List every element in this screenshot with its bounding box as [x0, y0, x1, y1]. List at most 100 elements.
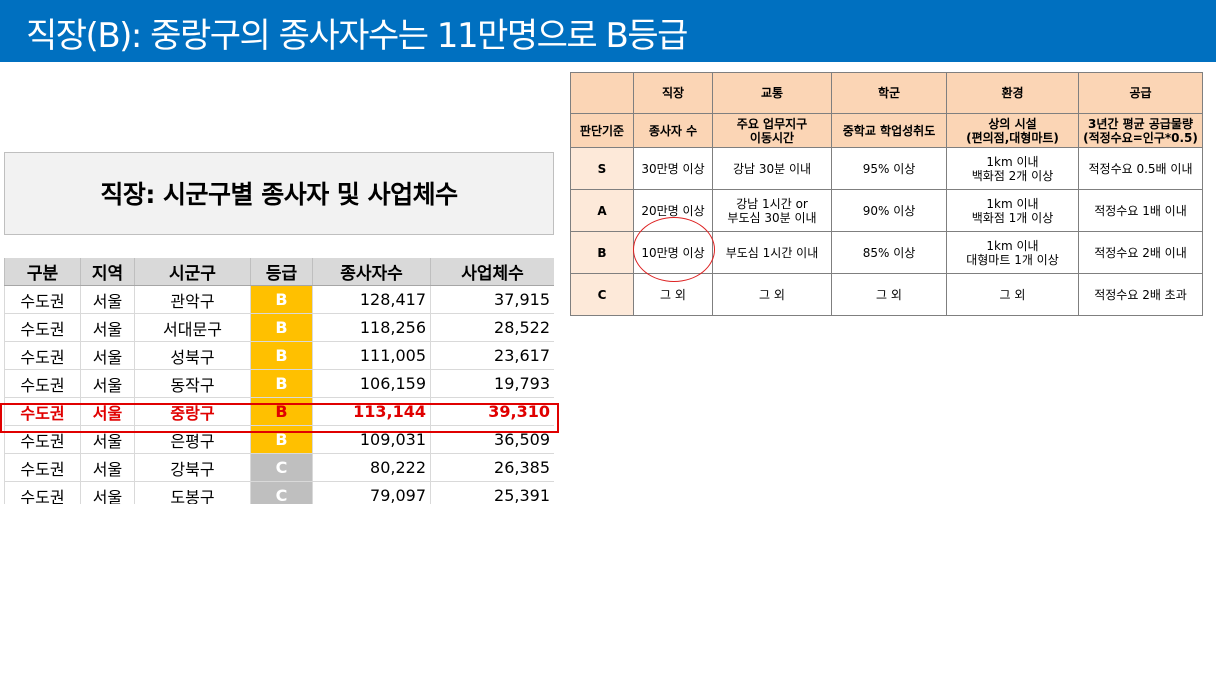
cell-region: 수도권	[4, 397, 81, 426]
cell-grade: C	[250, 453, 313, 482]
category-header: 공급	[1078, 72, 1203, 114]
criteria-value: 적정수요 0.5배 이내	[1078, 147, 1203, 190]
table-row: 수도권 서울 관악구 B 128,417 37,915	[4, 285, 554, 314]
cell-grade: B	[250, 397, 313, 426]
criteria-value: 그 외	[831, 273, 947, 316]
cell-workers: 113,144	[312, 397, 431, 426]
employment-table-title-box: 직장: 시군구별 종사자 및 사업체수	[4, 152, 554, 235]
table-row: 수도권 서울 강북구 C 80,222 26,385	[4, 453, 554, 482]
cell-district: 관악구	[134, 285, 251, 314]
col-header-grade: 등급	[250, 258, 313, 286]
criteria-value: 강남 30분 이내	[712, 147, 832, 190]
cell-businesses: 19,793	[430, 369, 554, 398]
cell-city: 서울	[80, 453, 135, 482]
criteria-category-row: 직장 교통 학군 환경 공급	[570, 72, 1203, 114]
cell-businesses: 26,385	[430, 453, 554, 482]
criteria-value: 1km 이내 백화점 1개 이상	[946, 189, 1079, 232]
cell-businesses: 25,391	[430, 481, 554, 504]
criteria-value: 20만명 이상	[633, 189, 713, 232]
cell-workers: 106,159	[312, 369, 431, 398]
col-header-region: 구분	[4, 258, 81, 286]
criteria-value: 85% 이상	[831, 231, 947, 274]
criteria-label-row: 판단기준 종사자 수 주요 업무지구 이동시간 중학교 학업성취도 상의 시설 …	[570, 113, 1203, 148]
cell-city: 서울	[80, 341, 135, 370]
criteria-label: 판단기준	[570, 113, 634, 148]
cell-grade: B	[250, 285, 313, 314]
employment-table-panel: 직장: 시군구별 종사자 및 사업체수 구분 지역 시군구 등급 종사자수 사업…	[4, 152, 554, 504]
cell-grade: B	[250, 313, 313, 342]
criteria-value: 적정수요 1배 이내	[1078, 189, 1203, 232]
cell-workers: 79,097	[312, 481, 431, 504]
col-header-district: 시군구	[134, 258, 251, 286]
employment-table-title: 직장: 시군구별 종사자 및 사업체수	[100, 180, 458, 209]
criteria-level-row: A 20만명 이상 강남 1시간 or 부도심 30분 이내 90% 이상 1km 이내…	[570, 189, 1203, 232]
table-row: 수도권 서울 서대문구 B 118,256 28,522	[4, 313, 554, 342]
criteria-value: 부도심 1시간 이내	[712, 231, 832, 274]
cell-region: 수도권	[4, 453, 81, 482]
cell-region: 수도권	[4, 369, 81, 398]
criteria-header: 중학교 학업성취도	[831, 113, 947, 148]
criteria-header: 주요 업무지구 이동시간	[712, 113, 832, 148]
level-label: A	[570, 189, 634, 232]
cell-city: 서울	[80, 425, 135, 454]
criteria-value: 그 외	[633, 273, 713, 316]
cell-city: 서울	[80, 369, 135, 398]
level-label: S	[570, 147, 634, 190]
category-header: 직장	[633, 72, 713, 114]
cell-city: 서울	[80, 397, 135, 426]
criteria-value: 적정수요 2배 이내	[1078, 231, 1203, 274]
criteria-level-row: B 10만명 이상 부도심 1시간 이내 85% 이상 1km 이내 대형마트 1개 이…	[570, 231, 1203, 274]
criteria-value: 1km 이내 백화점 2개 이상	[946, 147, 1079, 190]
cell-region: 수도권	[4, 425, 81, 454]
criteria-header: 3년간 평균 공급물량 (적정수요=인구*0.5)	[1078, 113, 1203, 148]
cell-grade: C	[250, 481, 313, 504]
criteria-value: 강남 1시간 or 부도심 30분 이내	[712, 189, 832, 232]
cell-region: 수도권	[4, 285, 81, 314]
criteria-value: 10만명 이상	[633, 231, 713, 274]
table-header-row: 구분 지역 시군구 등급 종사자수 사업체수	[4, 258, 554, 286]
cell-district: 중랑구	[134, 397, 251, 426]
criteria-table: 직장 교통 학군 환경 공급 판단기준 종사자 수 주요 업무지구 이동시간 중…	[570, 72, 1203, 316]
criteria-header: 종사자 수	[633, 113, 713, 148]
cell-city: 서울	[80, 285, 135, 314]
cell-city: 서울	[80, 313, 135, 342]
cell-businesses: 23,617	[430, 341, 554, 370]
col-header-workers: 종사자수	[312, 258, 431, 286]
cell-businesses: 37,915	[430, 285, 554, 314]
criteria-value: 적정수요 2배 초과	[1078, 273, 1203, 316]
level-label: C	[570, 273, 634, 316]
cell-workers: 80,222	[312, 453, 431, 482]
page-title: 직장(B): 중랑구의 종사자수는 11만명으로 B등급	[26, 16, 688, 56]
cell-grade: B	[250, 425, 313, 454]
table-row: 수도권 서울 도봉구 C 79,097 25,391	[4, 481, 554, 504]
cell-district: 은평구	[134, 425, 251, 454]
table-row: 수도권 서울 동작구 B 106,159 19,793	[4, 369, 554, 398]
criteria-value: 30만명 이상	[633, 147, 713, 190]
cell-businesses: 39,310	[430, 397, 554, 426]
cell-grade: B	[250, 341, 313, 370]
table-row: 수도권 서울 성북구 B 111,005 23,617	[4, 341, 554, 370]
category-header: 교통	[712, 72, 832, 114]
cell-businesses: 36,509	[430, 425, 554, 454]
category-header: 학군	[831, 72, 947, 114]
cell-region: 수도권	[4, 313, 81, 342]
criteria-value: 그 외	[712, 273, 832, 316]
cell-businesses: 28,522	[430, 313, 554, 342]
cell-workers: 128,417	[312, 285, 431, 314]
cell-district: 서대문구	[134, 313, 251, 342]
title-bar: 직장(B): 중랑구의 종사자수는 11만명으로 B등급	[0, 0, 1216, 62]
criteria-value: 그 외	[946, 273, 1079, 316]
cell-city: 서울	[80, 481, 135, 504]
col-header-city: 지역	[80, 258, 135, 286]
criteria-header: 상의 시설 (편의점,대형마트)	[946, 113, 1079, 148]
table-row: 수도권 서울 은평구 B 109,031 36,509	[4, 425, 554, 454]
cell-district: 동작구	[134, 369, 251, 398]
table-row: 수도권 서울 중랑구 B 113,144 39,310	[4, 397, 554, 426]
criteria-value: 95% 이상	[831, 147, 947, 190]
cell-region: 수도권	[4, 341, 81, 370]
criteria-value: 90% 이상	[831, 189, 947, 232]
cell-region: 수도권	[4, 481, 81, 504]
cell-district: 성북구	[134, 341, 251, 370]
employment-table: 구분 지역 시군구 등급 종사자수 사업체수 수도권 서울 관악구 B 128,417 3…	[4, 258, 554, 504]
